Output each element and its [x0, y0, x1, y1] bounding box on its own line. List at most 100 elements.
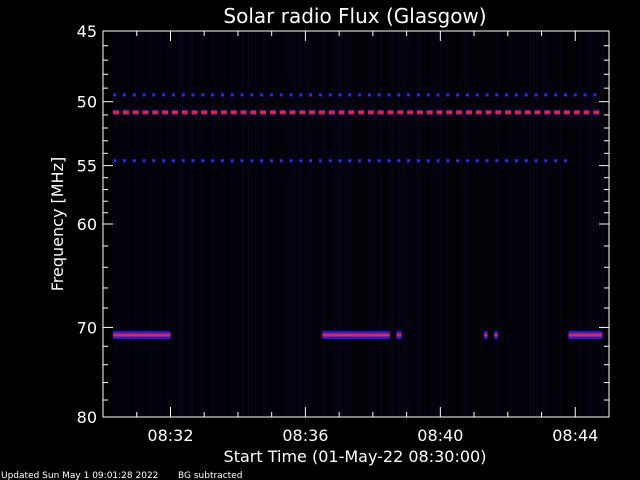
band-dot [534, 93, 538, 97]
band-50mhz-dash [348, 110, 355, 114]
noise-stripe [299, 32, 301, 416]
band-50mhz-dash [299, 110, 306, 114]
noise-stripe [416, 32, 418, 416]
band-dot [181, 93, 185, 97]
band-dot [142, 159, 146, 163]
band-dot [318, 93, 322, 97]
band-50mhz-dash [387, 110, 394, 114]
band-50mhz-dash [230, 110, 237, 114]
band-dot [397, 93, 401, 97]
band-50mhz-dash [279, 110, 286, 114]
band-dot [456, 93, 460, 97]
noise-stripe [200, 32, 202, 416]
noise-stripe [149, 32, 151, 416]
band-dot [534, 159, 538, 163]
band-dot [338, 159, 342, 163]
noise-stripe [527, 32, 529, 416]
noise-stripe [554, 32, 556, 416]
band-dot [250, 159, 254, 163]
y-tick-label: 55 [77, 157, 97, 176]
band-50mhz-dash [505, 110, 512, 114]
noise-stripe [275, 32, 277, 416]
noise-stripe [401, 32, 403, 416]
band-dot [250, 93, 254, 97]
band-dot [328, 93, 332, 97]
footer-note: BG subtracted [178, 471, 242, 480]
band-dot [505, 159, 509, 163]
noise-stripe [254, 32, 256, 416]
noise-stripe [497, 32, 499, 416]
band-dot [446, 93, 450, 97]
noise-stripe [371, 32, 373, 416]
band-dot [289, 93, 293, 97]
y-tick-label: 45 [77, 22, 97, 41]
noise-stripe [320, 32, 322, 416]
band-dot [544, 93, 548, 97]
noise-stripe [494, 32, 496, 416]
noise-stripe [500, 32, 502, 416]
band-dot [113, 159, 117, 163]
band-dot [436, 159, 440, 163]
noise-stripe [515, 32, 517, 416]
chart-title: Solar radio Flux (Glasgow) [223, 4, 486, 28]
noise-stripe [182, 32, 184, 416]
band-50mhz-dash [377, 110, 384, 114]
noise-stripe [356, 32, 358, 416]
band-dot [358, 159, 362, 163]
noise-stripe [224, 32, 226, 416]
noise-stripe [209, 32, 211, 416]
noise-stripe [446, 32, 448, 416]
band-dot [113, 93, 117, 97]
band-dot [544, 159, 548, 163]
x-tick-label: 08:40 [417, 426, 463, 445]
noise-stripe [422, 32, 424, 416]
noise-stripe [230, 32, 232, 416]
band-dot [377, 159, 381, 163]
noise-stripe [236, 32, 238, 416]
noise-stripe [218, 32, 220, 416]
band-50mhz-dash [514, 110, 521, 114]
band-dot [495, 159, 499, 163]
noise-stripe [245, 32, 247, 416]
noise-stripe [590, 32, 592, 416]
noise-stripe [137, 32, 139, 416]
band-dot [181, 159, 185, 163]
band-50mhz-dash [162, 110, 169, 114]
band-50mhz-dash [426, 110, 433, 114]
noise-stripe [431, 32, 433, 416]
noise-stripe [551, 32, 553, 416]
noise-stripe [308, 32, 310, 416]
noise-stripe [428, 32, 430, 416]
noise-stripe [242, 32, 244, 416]
noise-stripe [350, 32, 352, 416]
band-50mhz-dash [397, 110, 404, 114]
noise-stripe [233, 32, 235, 416]
x-axis-ticks: 08:32 08:36 08:40 08:44 [136, 31, 598, 445]
noise-stripe [266, 32, 268, 416]
noise-stripe [566, 32, 568, 416]
band-dot [387, 93, 391, 97]
band-50mhz-dash [152, 110, 159, 114]
noise-stripe [260, 32, 262, 416]
noise-stripe [146, 32, 148, 416]
band-dot [358, 93, 362, 97]
noise-stripe [176, 32, 178, 416]
noise-stripe [263, 32, 265, 416]
band-dot [171, 159, 175, 163]
noise-stripe [281, 32, 283, 416]
noise-stripe [116, 32, 118, 416]
noise-stripe [167, 32, 169, 416]
band-dot [201, 93, 205, 97]
noise-stripe [134, 32, 136, 416]
band-50mhz-dash [132, 110, 139, 114]
noise-layer [113, 32, 604, 416]
y-tick-label: 80 [77, 408, 97, 427]
band-50mhz-dash [436, 110, 443, 114]
band-dot [485, 93, 489, 97]
band-dot [563, 159, 567, 163]
noise-stripe [425, 32, 427, 416]
x-axis-title: Start Time (01-May-22 08:30:00) [224, 447, 487, 466]
band-70mhz-core [494, 333, 498, 337]
band-50mhz-dash [407, 110, 414, 114]
